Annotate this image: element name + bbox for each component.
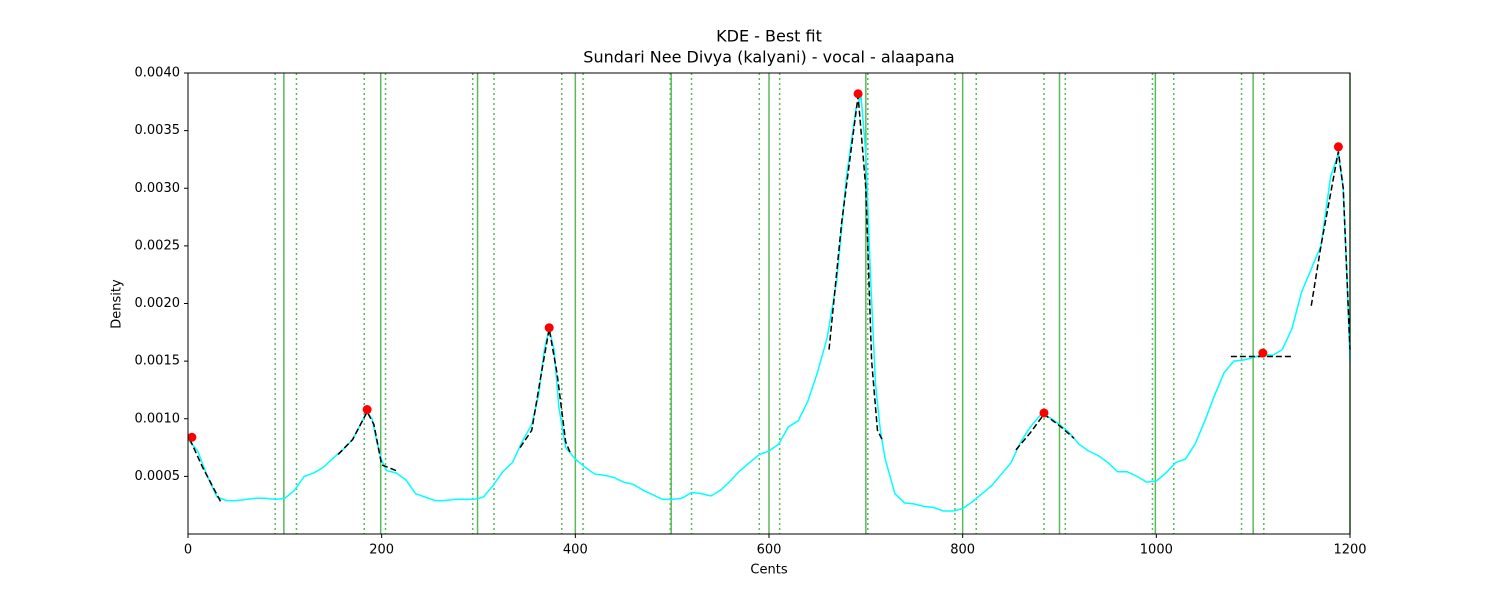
fit-line (189, 439, 223, 505)
fit-line (519, 328, 572, 454)
y-axis-label: Density (110, 279, 125, 329)
y-tick-label: 0.0030 (135, 181, 181, 196)
y-tick-label: 0.0010 (135, 411, 181, 426)
peak-marker (1039, 408, 1049, 418)
x-tick-label: 0 (184, 543, 192, 558)
fit-line (1310, 151, 1351, 350)
fit-line (337, 410, 397, 472)
y-tick-label: 0.0020 (135, 296, 181, 311)
peak-marker (544, 323, 554, 333)
x-tick-label: 1000 (1140, 543, 1173, 558)
fit-line (828, 95, 884, 443)
x-tick-label: 1200 (1333, 543, 1366, 558)
x-tick-label: 400 (563, 543, 588, 558)
kde-line (187, 95, 1351, 512)
peak-marker (853, 89, 863, 99)
y-tick-label: 0.0035 (135, 123, 181, 138)
y-tick-label: 0.0015 (135, 354, 181, 369)
x-tick-label: 200 (369, 543, 394, 558)
chart-subtitle: Sundari Nee Divya (kalyani) - vocal - al… (583, 48, 954, 67)
chart-title: KDE - Best fit (716, 27, 822, 46)
y-tick-label: 0.0040 (135, 66, 181, 81)
peak-marker (1258, 348, 1268, 358)
peak-marker (187, 432, 197, 442)
x-tick-label: 800 (950, 543, 975, 558)
peak-marker (1333, 142, 1343, 152)
x-tick-label: 600 (757, 543, 782, 558)
x-axis-label: Cents (750, 563, 787, 578)
peak-marker (362, 405, 372, 415)
y-tick-label: 0.0005 (135, 469, 181, 484)
y-tick-label: 0.0025 (135, 238, 181, 253)
